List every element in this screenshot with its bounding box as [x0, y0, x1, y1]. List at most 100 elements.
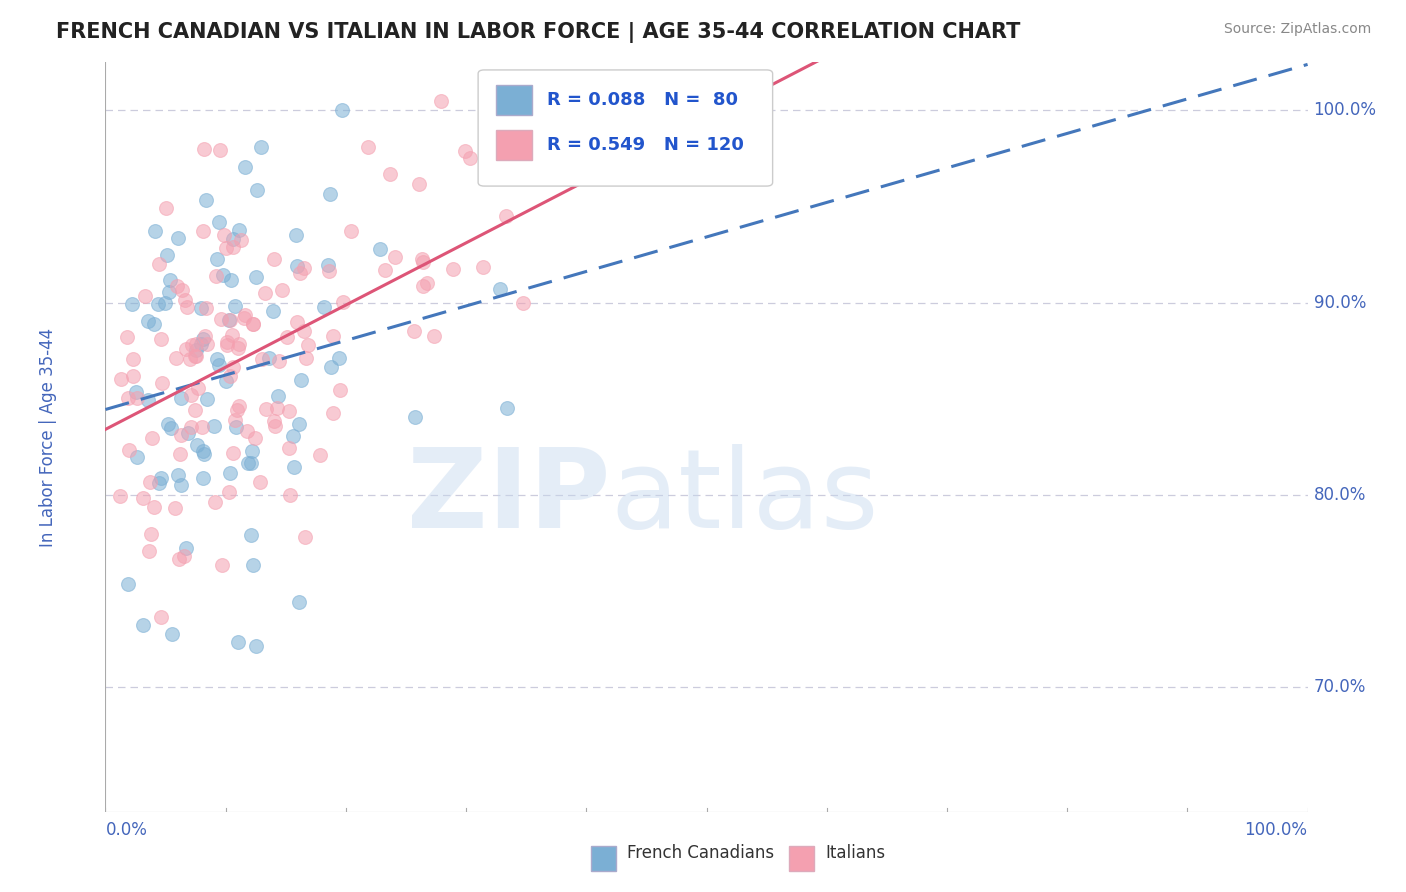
- Point: [184, 403, 207, 417]
- Point: [292, 260, 315, 275]
- Point: [263, 252, 285, 267]
- Point: [118, 442, 141, 457]
- Point: [148, 257, 170, 271]
- Text: ZIP: ZIP: [406, 443, 610, 550]
- Text: 100.0%: 100.0%: [1244, 821, 1308, 838]
- Point: [186, 349, 208, 363]
- Point: [318, 264, 340, 278]
- Point: [288, 266, 311, 280]
- Point: [157, 285, 180, 300]
- Point: [184, 343, 207, 357]
- Point: [205, 252, 228, 266]
- Point: [472, 260, 495, 274]
- Point: [308, 448, 330, 462]
- Point: [423, 329, 446, 343]
- Point: [412, 255, 434, 269]
- Point: [211, 558, 233, 572]
- Point: [277, 404, 299, 418]
- Point: [150, 332, 173, 346]
- Point: [221, 232, 243, 246]
- Point: [266, 389, 288, 403]
- Text: 70.0%: 70.0%: [1313, 678, 1367, 696]
- Point: [224, 413, 246, 427]
- Point: [219, 273, 242, 287]
- Point: [195, 392, 218, 406]
- Point: [204, 494, 226, 508]
- Point: [288, 417, 311, 431]
- Point: [204, 418, 226, 433]
- Point: [294, 351, 316, 366]
- Point: [225, 403, 247, 417]
- Point: [150, 610, 173, 624]
- Point: [430, 94, 453, 108]
- Point: [215, 338, 238, 352]
- Point: [167, 551, 190, 566]
- Text: 90.0%: 90.0%: [1313, 293, 1367, 311]
- Point: [174, 541, 197, 555]
- Point: [221, 328, 243, 343]
- Point: [166, 279, 188, 293]
- Point: [215, 374, 238, 388]
- Point: [184, 337, 207, 351]
- Point: [197, 337, 219, 351]
- Point: [495, 209, 517, 223]
- Point: [228, 341, 250, 355]
- Point: [319, 187, 342, 202]
- Point: [193, 447, 215, 461]
- Point: [115, 329, 138, 343]
- Point: [179, 351, 201, 366]
- Point: [318, 258, 340, 272]
- Point: [134, 289, 156, 303]
- Point: [254, 402, 277, 417]
- Point: [285, 315, 308, 329]
- Point: [194, 329, 217, 343]
- Point: [155, 201, 177, 215]
- Point: [125, 385, 148, 400]
- Point: [180, 420, 202, 434]
- Point: [245, 270, 267, 285]
- Point: [165, 501, 187, 516]
- Point: [297, 337, 319, 351]
- Point: [141, 431, 163, 445]
- Point: [294, 529, 316, 543]
- Point: [412, 279, 434, 293]
- Point: [225, 420, 247, 434]
- Point: [194, 301, 217, 315]
- Point: [228, 336, 250, 351]
- Point: [209, 312, 232, 326]
- Point: [453, 144, 475, 158]
- Point: [322, 329, 344, 343]
- Point: [159, 273, 181, 287]
- Point: [208, 359, 231, 373]
- Point: [153, 296, 176, 310]
- Point: [122, 368, 145, 383]
- Point: [193, 142, 215, 156]
- Point: [131, 618, 153, 632]
- Point: [156, 248, 179, 262]
- Point: [242, 558, 264, 572]
- Point: [218, 485, 240, 500]
- Point: [235, 424, 257, 438]
- Point: [443, 261, 465, 276]
- Point: [374, 263, 396, 277]
- Point: [232, 311, 254, 326]
- Point: [368, 243, 391, 257]
- Point: [149, 471, 172, 485]
- Point: [214, 227, 236, 242]
- Point: [328, 351, 350, 365]
- Point: [184, 349, 207, 363]
- Point: [242, 317, 264, 331]
- Point: [148, 475, 170, 490]
- Point: [240, 444, 263, 458]
- Point: [211, 268, 233, 282]
- Point: [173, 549, 195, 563]
- Text: 80.0%: 80.0%: [1313, 486, 1367, 504]
- FancyBboxPatch shape: [478, 70, 773, 186]
- Text: 0.0%: 0.0%: [105, 821, 148, 838]
- Text: atlas: atlas: [610, 443, 879, 550]
- Point: [170, 478, 193, 492]
- Point: [208, 215, 231, 229]
- Point: [110, 490, 132, 504]
- Point: [181, 337, 204, 351]
- FancyBboxPatch shape: [496, 85, 533, 115]
